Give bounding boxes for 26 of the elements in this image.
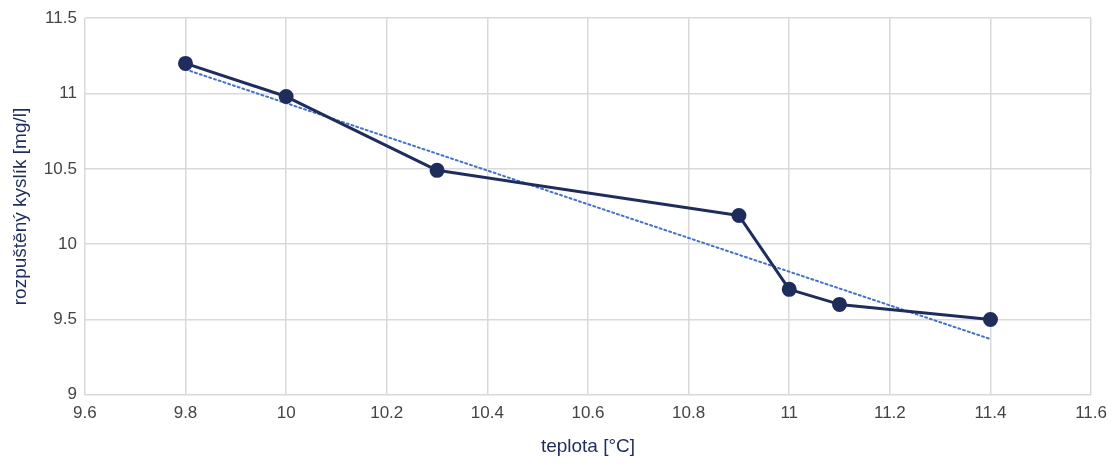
x-tick-label: 10.2 [370, 402, 404, 422]
point [832, 296, 848, 312]
x-tick-label: 10 [276, 402, 296, 422]
y-tick-label: 9 [67, 384, 77, 404]
y-tick-label: 11 [59, 83, 77, 103]
x-tick-label: 11.6 [1075, 402, 1107, 422]
y-tick-label: 11.5 [45, 7, 77, 27]
y-tick-label: 9.5 [53, 309, 77, 329]
point [429, 162, 445, 178]
x-tick-label: 10.4 [470, 402, 504, 422]
point [781, 281, 797, 297]
y-tick-label: 10 [57, 233, 77, 253]
x-axis-title: teplota [°C] [540, 434, 636, 456]
y-tick-label: 10.5 [43, 158, 77, 178]
x-tick-label: 11.2 [873, 402, 906, 422]
x-tick-label: 10.6 [571, 402, 605, 422]
point [278, 89, 294, 105]
point [982, 311, 998, 327]
x-tick-label: 10.8 [672, 402, 706, 422]
point [178, 55, 194, 71]
x-tick-label: 11 [780, 402, 799, 422]
x-tick-label: 11.4 [974, 402, 1007, 422]
y-axis-title: rozpuštěný kyslík [mg/l] [8, 107, 30, 306]
x-tick-label: 9.8 [173, 402, 198, 422]
x-tick-label: 9.6 [73, 402, 97, 422]
point [731, 208, 747, 224]
